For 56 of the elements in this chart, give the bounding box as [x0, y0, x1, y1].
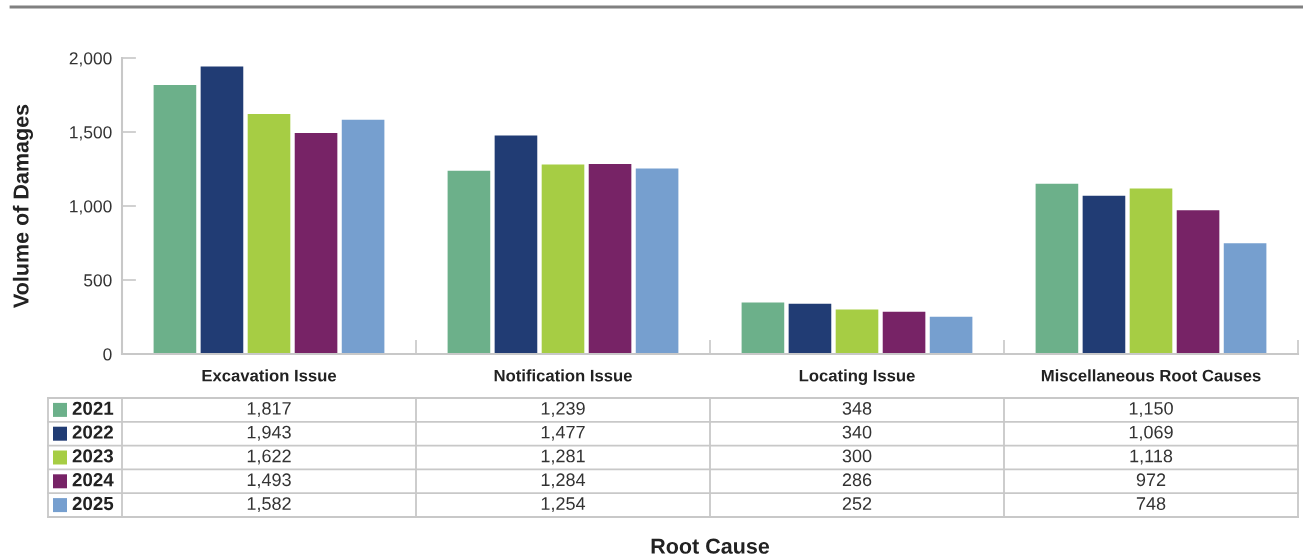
- bar: [153, 85, 197, 354]
- data-label: 286: [842, 473, 872, 487]
- bar: [200, 66, 244, 354]
- y-tick-label: 2,000: [69, 52, 112, 67]
- data-label: 972: [1136, 473, 1166, 487]
- bar: [882, 311, 926, 354]
- y-tick-label: 500: [84, 274, 112, 287]
- legend-label: 2021: [72, 401, 114, 415]
- y-tick-label: 1,000: [70, 200, 112, 215]
- bar: [741, 302, 785, 354]
- bar: [247, 113, 291, 354]
- x-tick-label: Locating Issue: [799, 369, 915, 385]
- bar: [788, 303, 832, 354]
- x-tick-label: Notification Issue: [494, 369, 632, 382]
- data-label: 1,254: [541, 497, 586, 513]
- legend-label: 2025: [72, 496, 114, 511]
- bar: [447, 170, 491, 354]
- data-label: 340: [842, 425, 872, 439]
- bar: [294, 133, 338, 354]
- data-label: 1,284: [541, 473, 586, 489]
- data-label: 252: [842, 497, 872, 510]
- data-label: 348: [842, 401, 872, 415]
- data-label: 1,582: [247, 497, 291, 513]
- y-tick-label: 0: [103, 348, 112, 361]
- bar: [1176, 210, 1220, 354]
- bar: [635, 168, 679, 354]
- x-tick-label: Excavation Issue: [202, 369, 337, 382]
- data-label: 1,943: [247, 425, 291, 441]
- data-label: 1,150: [1129, 401, 1173, 417]
- data-label: 1,622: [247, 449, 291, 465]
- legend-label: 2024: [72, 473, 114, 487]
- data-label: 300: [842, 449, 872, 463]
- data-label: 1,118: [1130, 449, 1173, 465]
- text: Root Cause: [651, 538, 770, 554]
- bar: [541, 164, 585, 354]
- bar: [929, 316, 973, 354]
- data-label: 1,493: [247, 473, 291, 489]
- data-label: 1,477: [541, 425, 585, 441]
- data-label: 748: [1136, 497, 1166, 510]
- data-label: 1,281: [541, 449, 585, 465]
- y-tick-label: 1,500: [70, 126, 112, 141]
- data-label: 1,239: [541, 401, 585, 417]
- bar: [588, 163, 632, 354]
- bar: [341, 119, 385, 354]
- data-label: 1,069: [1129, 425, 1173, 441]
- bar: [494, 135, 538, 354]
- y-axis-title: Volume of Damages: [12, 104, 33, 308]
- data-label: 1,817: [247, 401, 291, 417]
- bar: [1035, 183, 1079, 354]
- legend-label: 2023: [72, 449, 114, 463]
- bar: [1129, 188, 1173, 354]
- bar: [835, 309, 879, 354]
- x-tick-label: Miscellaneous Root Causes: [1041, 369, 1261, 382]
- legend-label: 2022: [72, 425, 113, 439]
- bar: [1223, 243, 1267, 354]
- bar: [1082, 195, 1126, 354]
